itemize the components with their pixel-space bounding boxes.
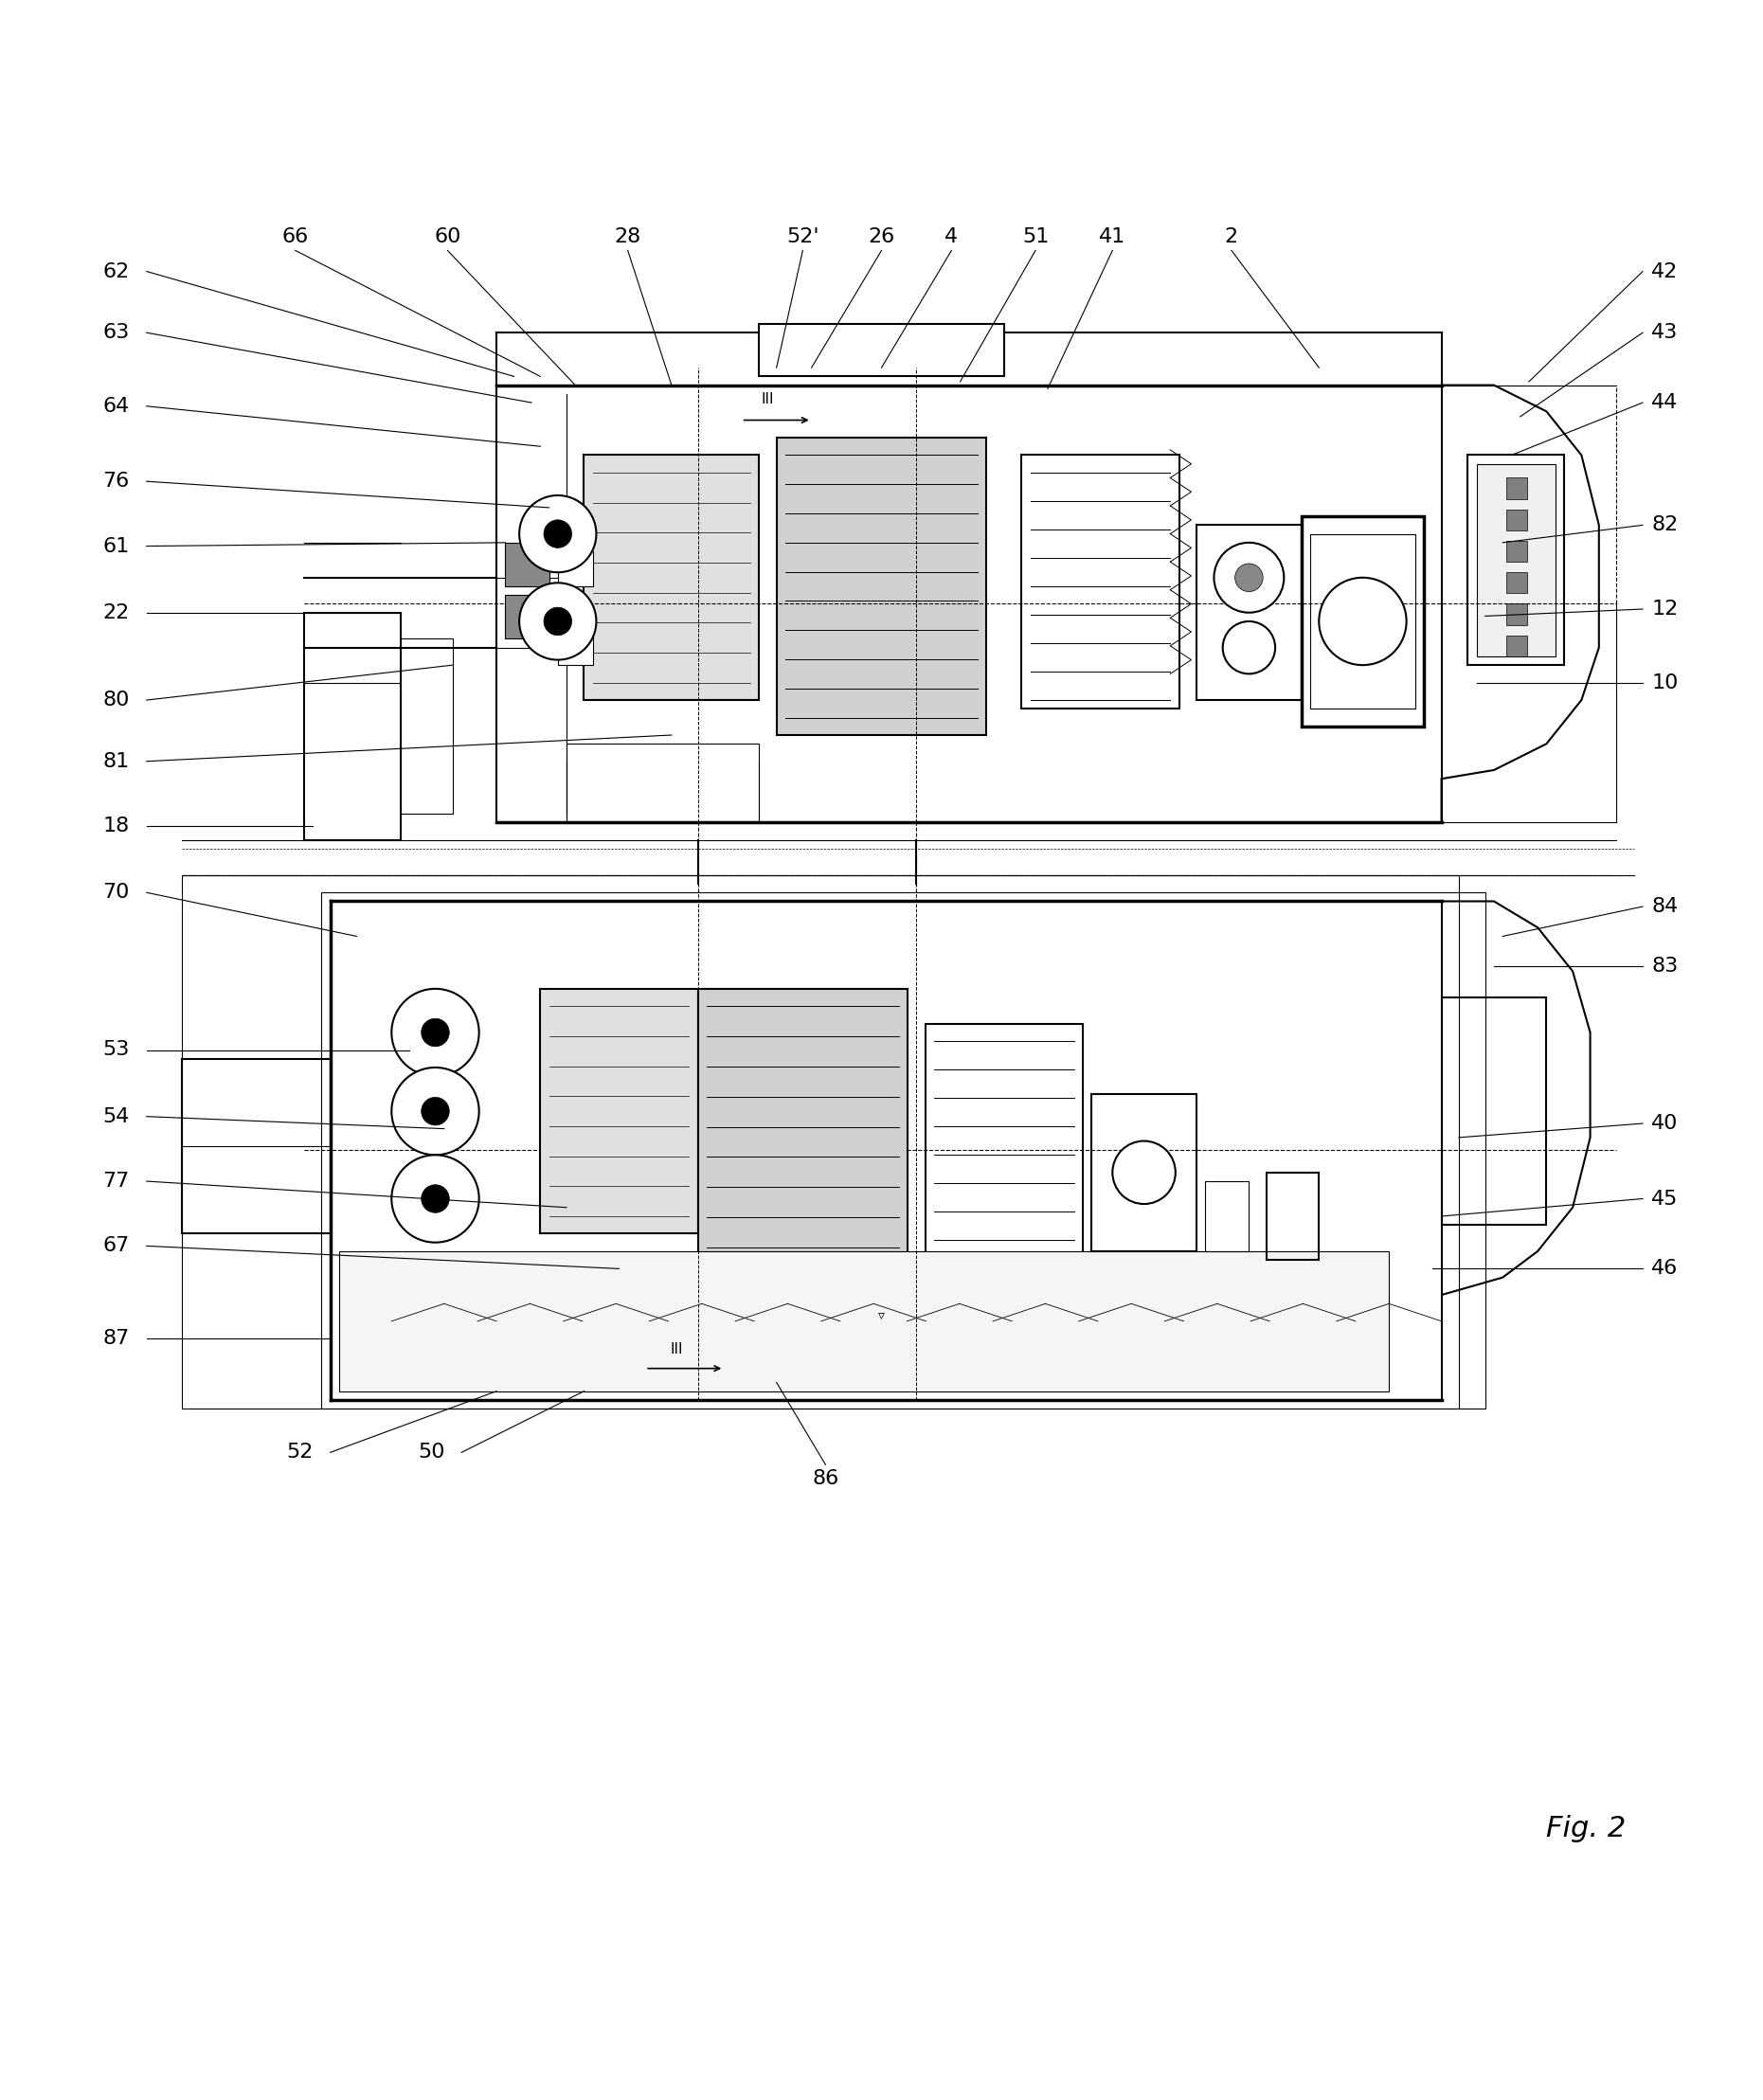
Text: 83: 83 — [1652, 956, 1678, 976]
Bar — [760, 323, 1003, 376]
Text: 28: 28 — [614, 227, 642, 246]
Bar — [182, 876, 1460, 1409]
Text: $\triangledown$: $\triangledown$ — [878, 1308, 885, 1323]
Text: 77: 77 — [102, 1172, 130, 1191]
Text: 63: 63 — [102, 323, 130, 342]
Circle shape — [520, 496, 596, 573]
Bar — [1091, 1094, 1197, 1252]
Bar — [1266, 1172, 1319, 1260]
Circle shape — [1234, 563, 1262, 592]
Bar — [1506, 636, 1527, 657]
Text: 44: 44 — [1652, 393, 1678, 412]
Circle shape — [391, 1155, 480, 1243]
Text: 51: 51 — [1023, 227, 1049, 246]
Text: 52: 52 — [287, 1443, 314, 1462]
Bar — [1310, 533, 1416, 710]
Text: 4: 4 — [945, 227, 957, 246]
Text: 70: 70 — [102, 884, 130, 903]
Bar — [926, 1025, 1082, 1277]
Bar — [1467, 456, 1564, 666]
Text: 46: 46 — [1652, 1260, 1678, 1279]
Bar — [566, 743, 760, 823]
Text: 82: 82 — [1652, 517, 1678, 535]
Bar — [1506, 605, 1527, 626]
Circle shape — [391, 1067, 480, 1155]
Bar — [321, 892, 1484, 1409]
Text: 52': 52' — [786, 227, 820, 246]
Bar — [539, 989, 698, 1233]
Bar — [1506, 542, 1527, 563]
Text: 10: 10 — [1652, 674, 1678, 693]
Circle shape — [391, 989, 480, 1075]
Text: 18: 18 — [102, 817, 130, 836]
Bar — [557, 630, 592, 666]
Bar — [698, 989, 908, 1285]
Text: 43: 43 — [1652, 323, 1678, 342]
Text: III: III — [762, 393, 774, 405]
Text: 50: 50 — [418, 1443, 444, 1462]
Bar — [182, 1058, 330, 1233]
Bar — [1506, 573, 1527, 594]
Bar — [506, 594, 548, 638]
Circle shape — [543, 521, 571, 548]
Bar — [1301, 517, 1425, 727]
Text: 80: 80 — [102, 691, 130, 710]
Text: 76: 76 — [102, 472, 130, 491]
Text: 2: 2 — [1225, 227, 1238, 246]
Bar — [506, 542, 548, 586]
Circle shape — [1224, 622, 1275, 674]
Text: 66: 66 — [282, 227, 309, 246]
Text: 53: 53 — [102, 1040, 130, 1060]
Text: 64: 64 — [102, 397, 130, 416]
Circle shape — [543, 607, 571, 636]
Bar — [776, 437, 987, 735]
Circle shape — [421, 1096, 450, 1126]
Bar — [1206, 1180, 1248, 1252]
Circle shape — [1112, 1140, 1176, 1203]
Text: 62: 62 — [102, 262, 130, 281]
Circle shape — [1215, 542, 1283, 613]
Text: 45: 45 — [1652, 1189, 1678, 1208]
Text: 40: 40 — [1652, 1113, 1678, 1134]
Bar — [584, 456, 760, 699]
Text: 81: 81 — [102, 752, 130, 771]
Text: III: III — [670, 1342, 684, 1357]
Bar — [400, 638, 453, 815]
Bar — [1476, 464, 1555, 657]
Bar — [1021, 456, 1179, 710]
Bar — [1506, 479, 1527, 500]
Bar — [557, 552, 592, 586]
Text: 54: 54 — [102, 1107, 130, 1126]
Bar — [1442, 998, 1546, 1224]
Text: 87: 87 — [102, 1329, 130, 1348]
Text: 61: 61 — [102, 538, 130, 556]
Text: 41: 41 — [1098, 227, 1127, 246]
Text: 42: 42 — [1652, 262, 1678, 281]
Circle shape — [421, 1184, 450, 1212]
Text: 12: 12 — [1652, 601, 1678, 619]
Bar — [303, 613, 400, 840]
Text: 26: 26 — [867, 227, 896, 246]
Text: 86: 86 — [813, 1470, 839, 1489]
Bar — [338, 1252, 1389, 1390]
Text: Fig. 2: Fig. 2 — [1546, 1814, 1625, 1842]
Text: 60: 60 — [434, 227, 460, 246]
Circle shape — [520, 584, 596, 659]
Text: 22: 22 — [102, 603, 130, 622]
Text: 84: 84 — [1652, 897, 1678, 916]
Circle shape — [421, 1018, 450, 1046]
Bar — [1197, 525, 1301, 699]
Bar — [1506, 510, 1527, 531]
Text: 67: 67 — [102, 1237, 130, 1256]
Circle shape — [1319, 578, 1407, 666]
